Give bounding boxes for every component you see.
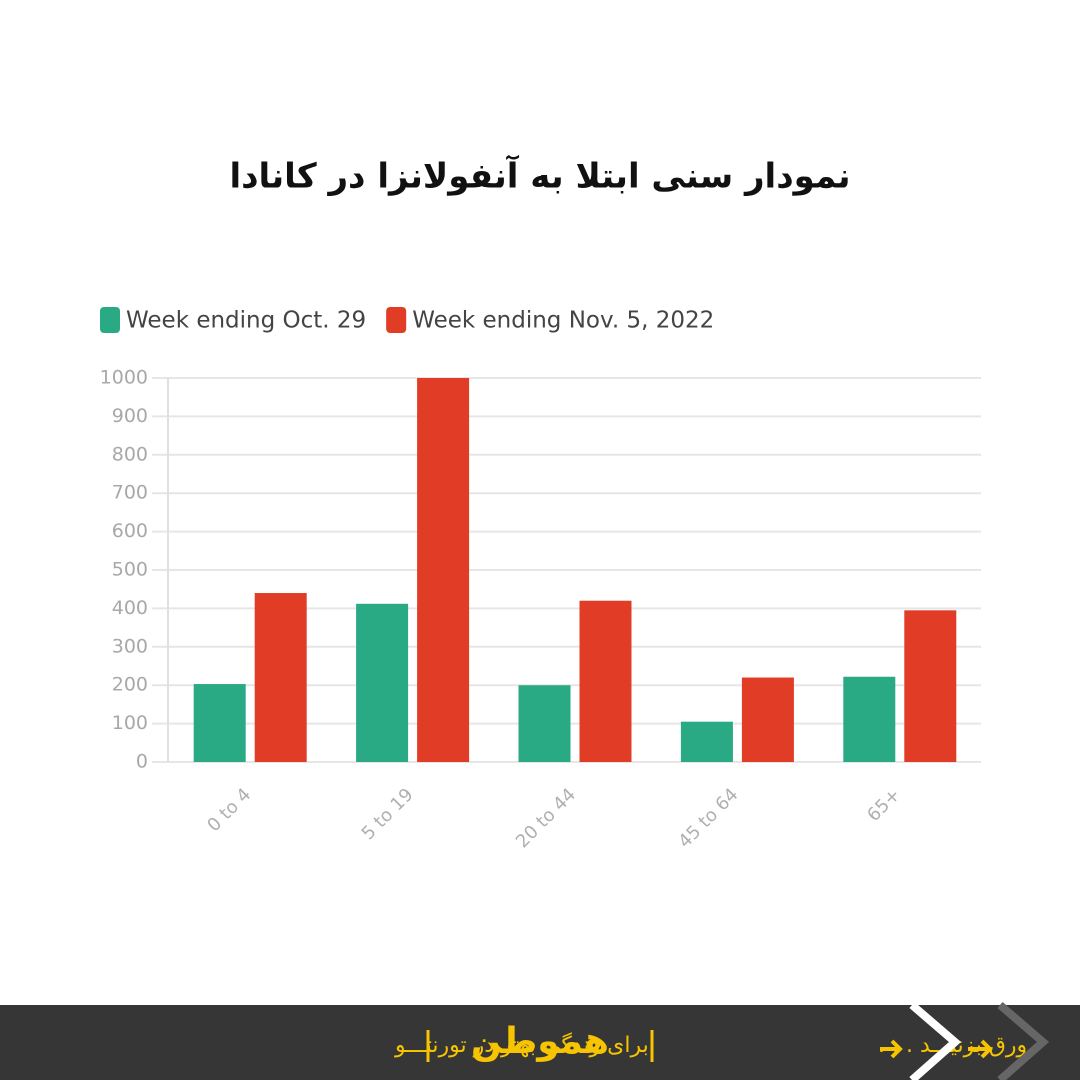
- y-tick-label: 1000: [100, 367, 148, 389]
- legend-swatch: [100, 307, 120, 333]
- bar: [843, 676, 896, 762]
- bar: [254, 593, 307, 762]
- bar: [904, 610, 957, 762]
- y-tick-label: 400: [112, 597, 148, 619]
- y-tick-label: 300: [112, 635, 148, 657]
- y-tick-label: 0: [136, 751, 148, 773]
- bar: [680, 721, 733, 762]
- y-tick-label: 500: [112, 559, 148, 581]
- chart-title: نمودار سنی ابتلا به آنفولانزا در کانادا: [229, 155, 850, 197]
- footer: برای زندگی بهتر در تورنتـــو هموطن ورق ب…: [0, 1001, 1080, 1080]
- footer-bar: [0, 1005, 1080, 1080]
- bar: [356, 603, 409, 762]
- bar: [417, 378, 470, 762]
- y-tick-label: 700: [112, 482, 148, 504]
- arrow-icon: [880, 1039, 903, 1059]
- y-tick-label: 800: [112, 443, 148, 465]
- footer-tagline: برای زندگی بهتر در تورنتـــو: [394, 1032, 649, 1058]
- chevron: [997, 1001, 1050, 1080]
- footer-brand: هموطن: [471, 1021, 609, 1062]
- bar: [193, 684, 246, 762]
- legend-swatch: [386, 307, 407, 333]
- y-tick-label: 200: [112, 674, 148, 696]
- chevron: [909, 1001, 962, 1080]
- y-tick-label: 100: [112, 712, 148, 734]
- y-tick-label: 900: [112, 405, 148, 427]
- bar: [579, 600, 632, 762]
- legend-label: Week ending Nov. 5, 2022: [412, 308, 714, 334]
- bar: [741, 677, 794, 762]
- bar: [518, 685, 571, 762]
- legend-label: Week ending Oct. 29: [126, 308, 366, 334]
- arrow-icon: [968, 1039, 993, 1059]
- y-tick-label: 600: [112, 520, 148, 542]
